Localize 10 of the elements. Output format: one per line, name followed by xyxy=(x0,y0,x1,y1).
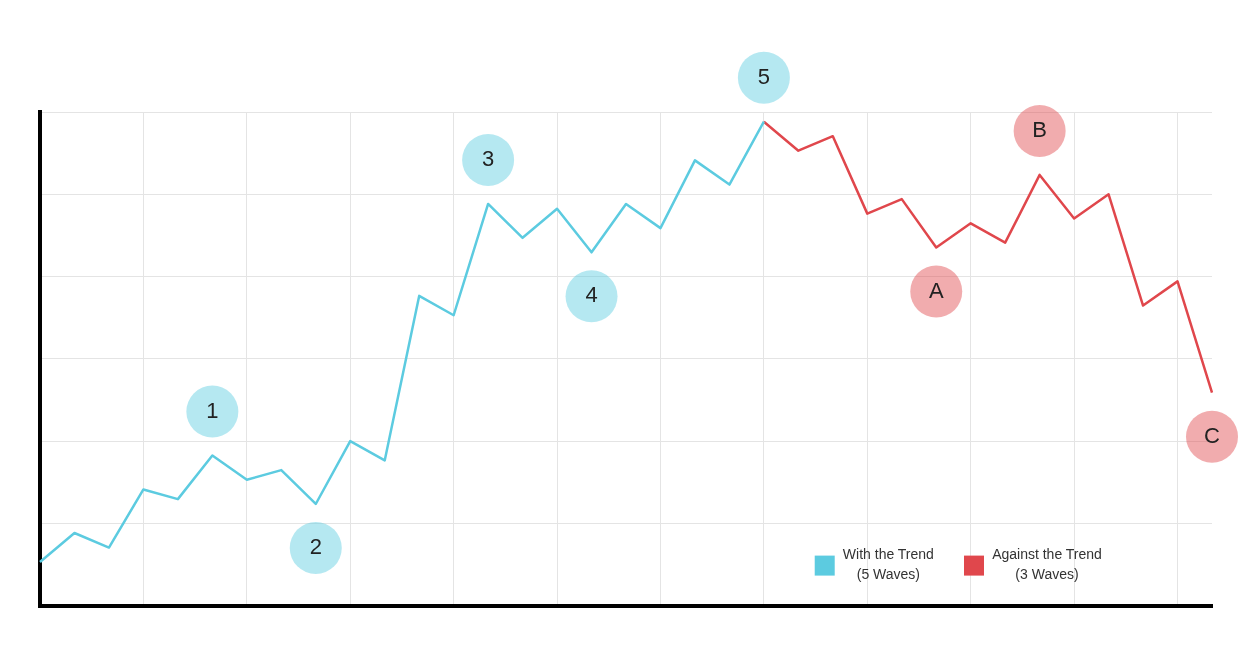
legend-label: Against the Trend (3 Waves) xyxy=(992,546,1102,583)
legend-label: With the Trend (5 Waves) xyxy=(842,546,934,583)
annotation: A xyxy=(928,277,944,303)
annotation: C xyxy=(1204,422,1221,448)
annotation: 1 xyxy=(206,397,219,423)
annotation: 2 xyxy=(309,534,322,560)
annotation: 3 xyxy=(481,146,495,172)
annotation: 5 xyxy=(757,63,771,89)
annotation: B xyxy=(1032,116,1047,142)
annotation: 4 xyxy=(585,282,598,308)
